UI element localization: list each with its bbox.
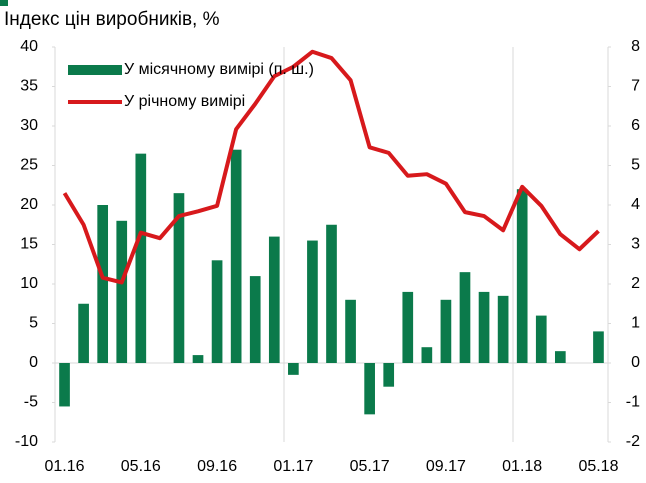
bar	[211, 260, 223, 363]
y2-tick-label: 3	[631, 236, 640, 253]
bar	[421, 347, 433, 363]
chart-title: Індекс цін виробників, %	[4, 9, 220, 30]
bar	[497, 295, 509, 363]
y2-tick-label: 0	[631, 354, 640, 371]
y2-tick-label: -1	[626, 394, 640, 411]
legend-label: У місячному вимірі (п. ш.)	[124, 61, 314, 78]
x-tick-label: 01.18	[502, 458, 542, 475]
x-tick-label: 05.17	[350, 458, 390, 475]
y-tick-label: 25	[20, 157, 38, 174]
y2-tick-label: 4	[631, 196, 640, 213]
bar	[307, 240, 318, 363]
y-tick-label: -10	[15, 433, 38, 450]
x-tick-label: 01.16	[45, 458, 85, 475]
bar	[554, 351, 566, 363]
bar	[288, 363, 299, 375]
x-tick-label: 09.17	[426, 458, 466, 475]
y2-tick-label: 7	[631, 78, 640, 95]
bar	[230, 149, 242, 363]
bar	[440, 299, 452, 363]
bar	[78, 303, 89, 363]
bar	[383, 363, 395, 387]
bar	[249, 276, 261, 363]
y-tick-label: 5	[29, 315, 38, 332]
y-tick-label: 20	[20, 196, 38, 213]
bar	[593, 331, 604, 363]
y-tick-label: 40	[20, 38, 38, 55]
bar	[535, 315, 547, 363]
bar	[364, 363, 375, 415]
bar	[516, 189, 528, 363]
bar	[459, 272, 471, 363]
legend-label: У річному вимірі	[124, 93, 245, 110]
y-tick-label: 0	[29, 354, 38, 371]
bar	[478, 291, 490, 363]
x-tick-label: 01.17	[273, 458, 313, 475]
x-tick-label: 05.18	[578, 458, 618, 475]
bar	[97, 205, 109, 363]
y2-tick-label: 5	[631, 157, 640, 174]
x-tick-label: 09.16	[197, 458, 237, 475]
bar	[173, 193, 185, 363]
corner-mark	[0, 0, 8, 6]
y-tick-label: 10	[20, 275, 38, 292]
y-tick-label: 15	[20, 236, 38, 253]
y2-tick-label: 2	[631, 275, 640, 292]
y2-tick-label: 8	[631, 38, 640, 55]
y2-tick-label: 6	[631, 117, 640, 134]
bar	[402, 291, 414, 363]
y-tick-label: -5	[24, 394, 38, 411]
bar	[135, 153, 147, 363]
bar	[268, 236, 280, 363]
bar	[345, 299, 356, 363]
y-tick-label: 30	[20, 117, 38, 134]
y2-tick-label: -2	[626, 433, 640, 450]
line	[62, 49, 600, 285]
y2-tick-label: 1	[631, 315, 640, 332]
y-tick-label: 35	[20, 78, 38, 95]
bar	[116, 220, 128, 363]
bar	[59, 363, 70, 407]
bar	[326, 224, 337, 363]
x-tick-label: 05.16	[121, 458, 161, 475]
legend-swatch	[68, 65, 122, 75]
bar	[192, 355, 204, 363]
